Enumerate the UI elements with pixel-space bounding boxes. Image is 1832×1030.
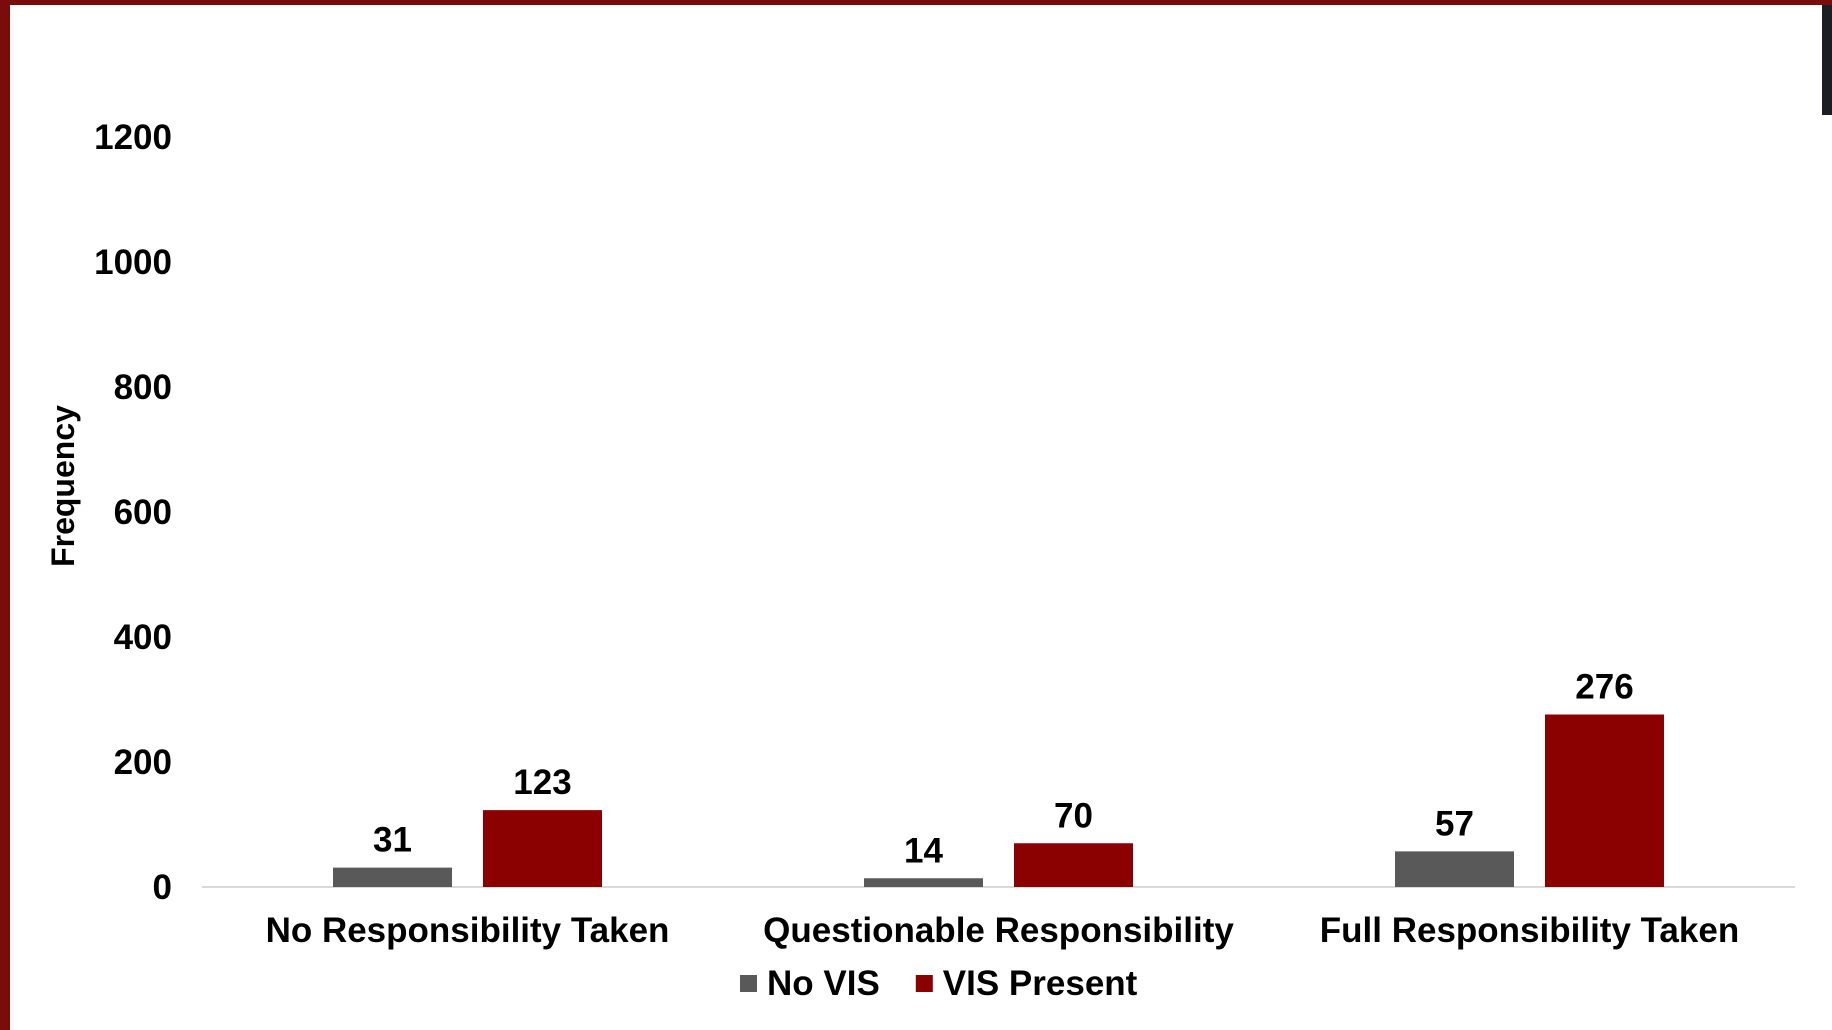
y-tick-label: 1000 (94, 243, 172, 282)
category-labels: No Responsibility Taken Questionable Resp… (266, 911, 1740, 950)
y-axis-label: Frequency (45, 405, 81, 567)
data-label: 70 (1054, 796, 1093, 835)
bar (864, 878, 983, 887)
data-label: 276 (1575, 668, 1633, 707)
legend-swatch (740, 975, 757, 992)
data-label: 123 (513, 763, 571, 802)
y-tick-label: 0 (153, 868, 172, 907)
legend-label: VIS Present (943, 964, 1138, 1003)
category-label: No Responsibility Taken (266, 911, 670, 950)
data-label: 57 (1435, 804, 1474, 843)
y-tick-label: 1200 (94, 118, 172, 157)
bar (1545, 714, 1664, 887)
bar (1395, 851, 1514, 887)
bar (483, 810, 602, 887)
bar (1014, 843, 1133, 887)
bar-chart: Frequency 0 200 400 600 800 1000 1200 31 123 14 7… (45, 118, 1795, 1003)
y-tick-label: 200 (114, 743, 172, 782)
category-label: Full Responsibility Taken (1320, 911, 1739, 950)
y-tick-label: 400 (114, 618, 172, 657)
y-tick-label: 600 (114, 493, 172, 532)
legend-swatch (915, 975, 933, 992)
bars (333, 714, 1664, 887)
window-edge (1822, 5, 1832, 115)
legend: No VIS VIS Present (740, 964, 1138, 1003)
y-axis-ticks: 0 200 400 600 800 1000 1200 (94, 118, 172, 907)
y-tick-label: 800 (114, 368, 172, 407)
category-label: Questionable Responsibility (763, 911, 1234, 950)
legend-label: No VIS (767, 964, 880, 1003)
data-labels: 31 123 14 70 57 276 (373, 668, 1634, 871)
data-label: 31 (373, 821, 412, 860)
data-label: 14 (904, 831, 943, 870)
bar (333, 867, 452, 887)
